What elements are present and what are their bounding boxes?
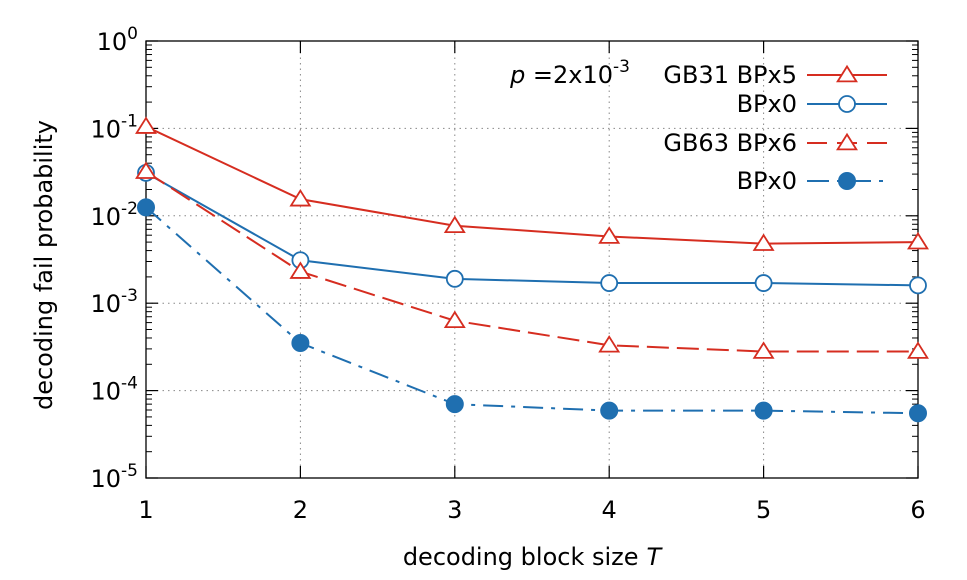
circle-marker — [600, 274, 619, 292]
triangle-marker — [443, 215, 466, 233]
triangle-marker — [836, 132, 858, 151]
x-tick-label: 1 — [138, 496, 153, 524]
triangle-marker — [135, 161, 157, 179]
series-line — [145, 125, 919, 245]
circle-marker — [445, 395, 464, 414]
triangle-marker — [752, 341, 775, 359]
circle-marker — [754, 401, 773, 420]
x-tick-label: 3 — [447, 496, 462, 524]
circle-marker — [909, 404, 927, 423]
series-3 — [135, 161, 929, 359]
circle-marker — [137, 198, 155, 217]
y-tick-label: 10-1 — [91, 111, 139, 143]
x-axis-label-var: T — [647, 543, 664, 571]
circle-marker — [600, 401, 619, 420]
circle-marker — [445, 269, 464, 288]
series-line — [145, 170, 918, 353]
y-axis-label: decoding fail probability — [30, 120, 58, 410]
y-tick-label: 10-4 — [91, 374, 139, 406]
triangle-marker — [443, 310, 466, 329]
x-tick-label: 4 — [602, 496, 617, 524]
grid — [146, 41, 918, 478]
series-2 — [137, 163, 927, 295]
series-4 — [137, 198, 927, 423]
circle-marker — [291, 334, 310, 353]
triangle-marker — [836, 64, 858, 83]
triangle-marker — [907, 231, 929, 250]
triangle-marker — [907, 341, 929, 359]
x-tick-label: 2 — [293, 496, 308, 524]
series-line — [145, 206, 919, 415]
y-tick-label: 10-2 — [91, 199, 139, 231]
triangle-marker — [752, 233, 775, 251]
legend-entry-label: BPx0 — [737, 90, 797, 118]
y-tick-label: 10-5 — [91, 461, 139, 493]
circle-marker — [909, 276, 927, 295]
legend-entry-label: BPx0 — [737, 167, 797, 195]
triangle-marker — [289, 188, 312, 207]
circle-marker — [754, 274, 773, 292]
circle-marker — [838, 172, 856, 190]
axes: 1 2 3 4 5 6 100 10-1 10-2 10-3 10-4 10-5 — [91, 24, 926, 524]
triangle-marker — [598, 226, 621, 244]
triangle-marker — [289, 261, 312, 279]
circle-marker — [838, 95, 856, 113]
triangle-marker — [598, 335, 621, 353]
legend-entry-label: GB31 BPx5 — [663, 61, 797, 89]
triangle-marker — [135, 116, 157, 134]
plot-frame — [145, 40, 919, 479]
legend-entry-label: GB63 BPx6 — [663, 129, 797, 157]
x-tick-label: 6 — [910, 496, 925, 524]
x-axis-label-text: decoding block size — [403, 543, 639, 571]
series-group — [135, 116, 929, 423]
series-line — [145, 171, 919, 287]
legend-header: p =2x10-3 — [509, 57, 630, 89]
x-tick-label: 5 — [756, 496, 771, 524]
y-tick-label: 100 — [97, 24, 138, 56]
series-1 — [135, 116, 929, 251]
y-tick-label: 10-3 — [91, 286, 139, 318]
x-axis-label: decoding block size T — [403, 543, 664, 571]
